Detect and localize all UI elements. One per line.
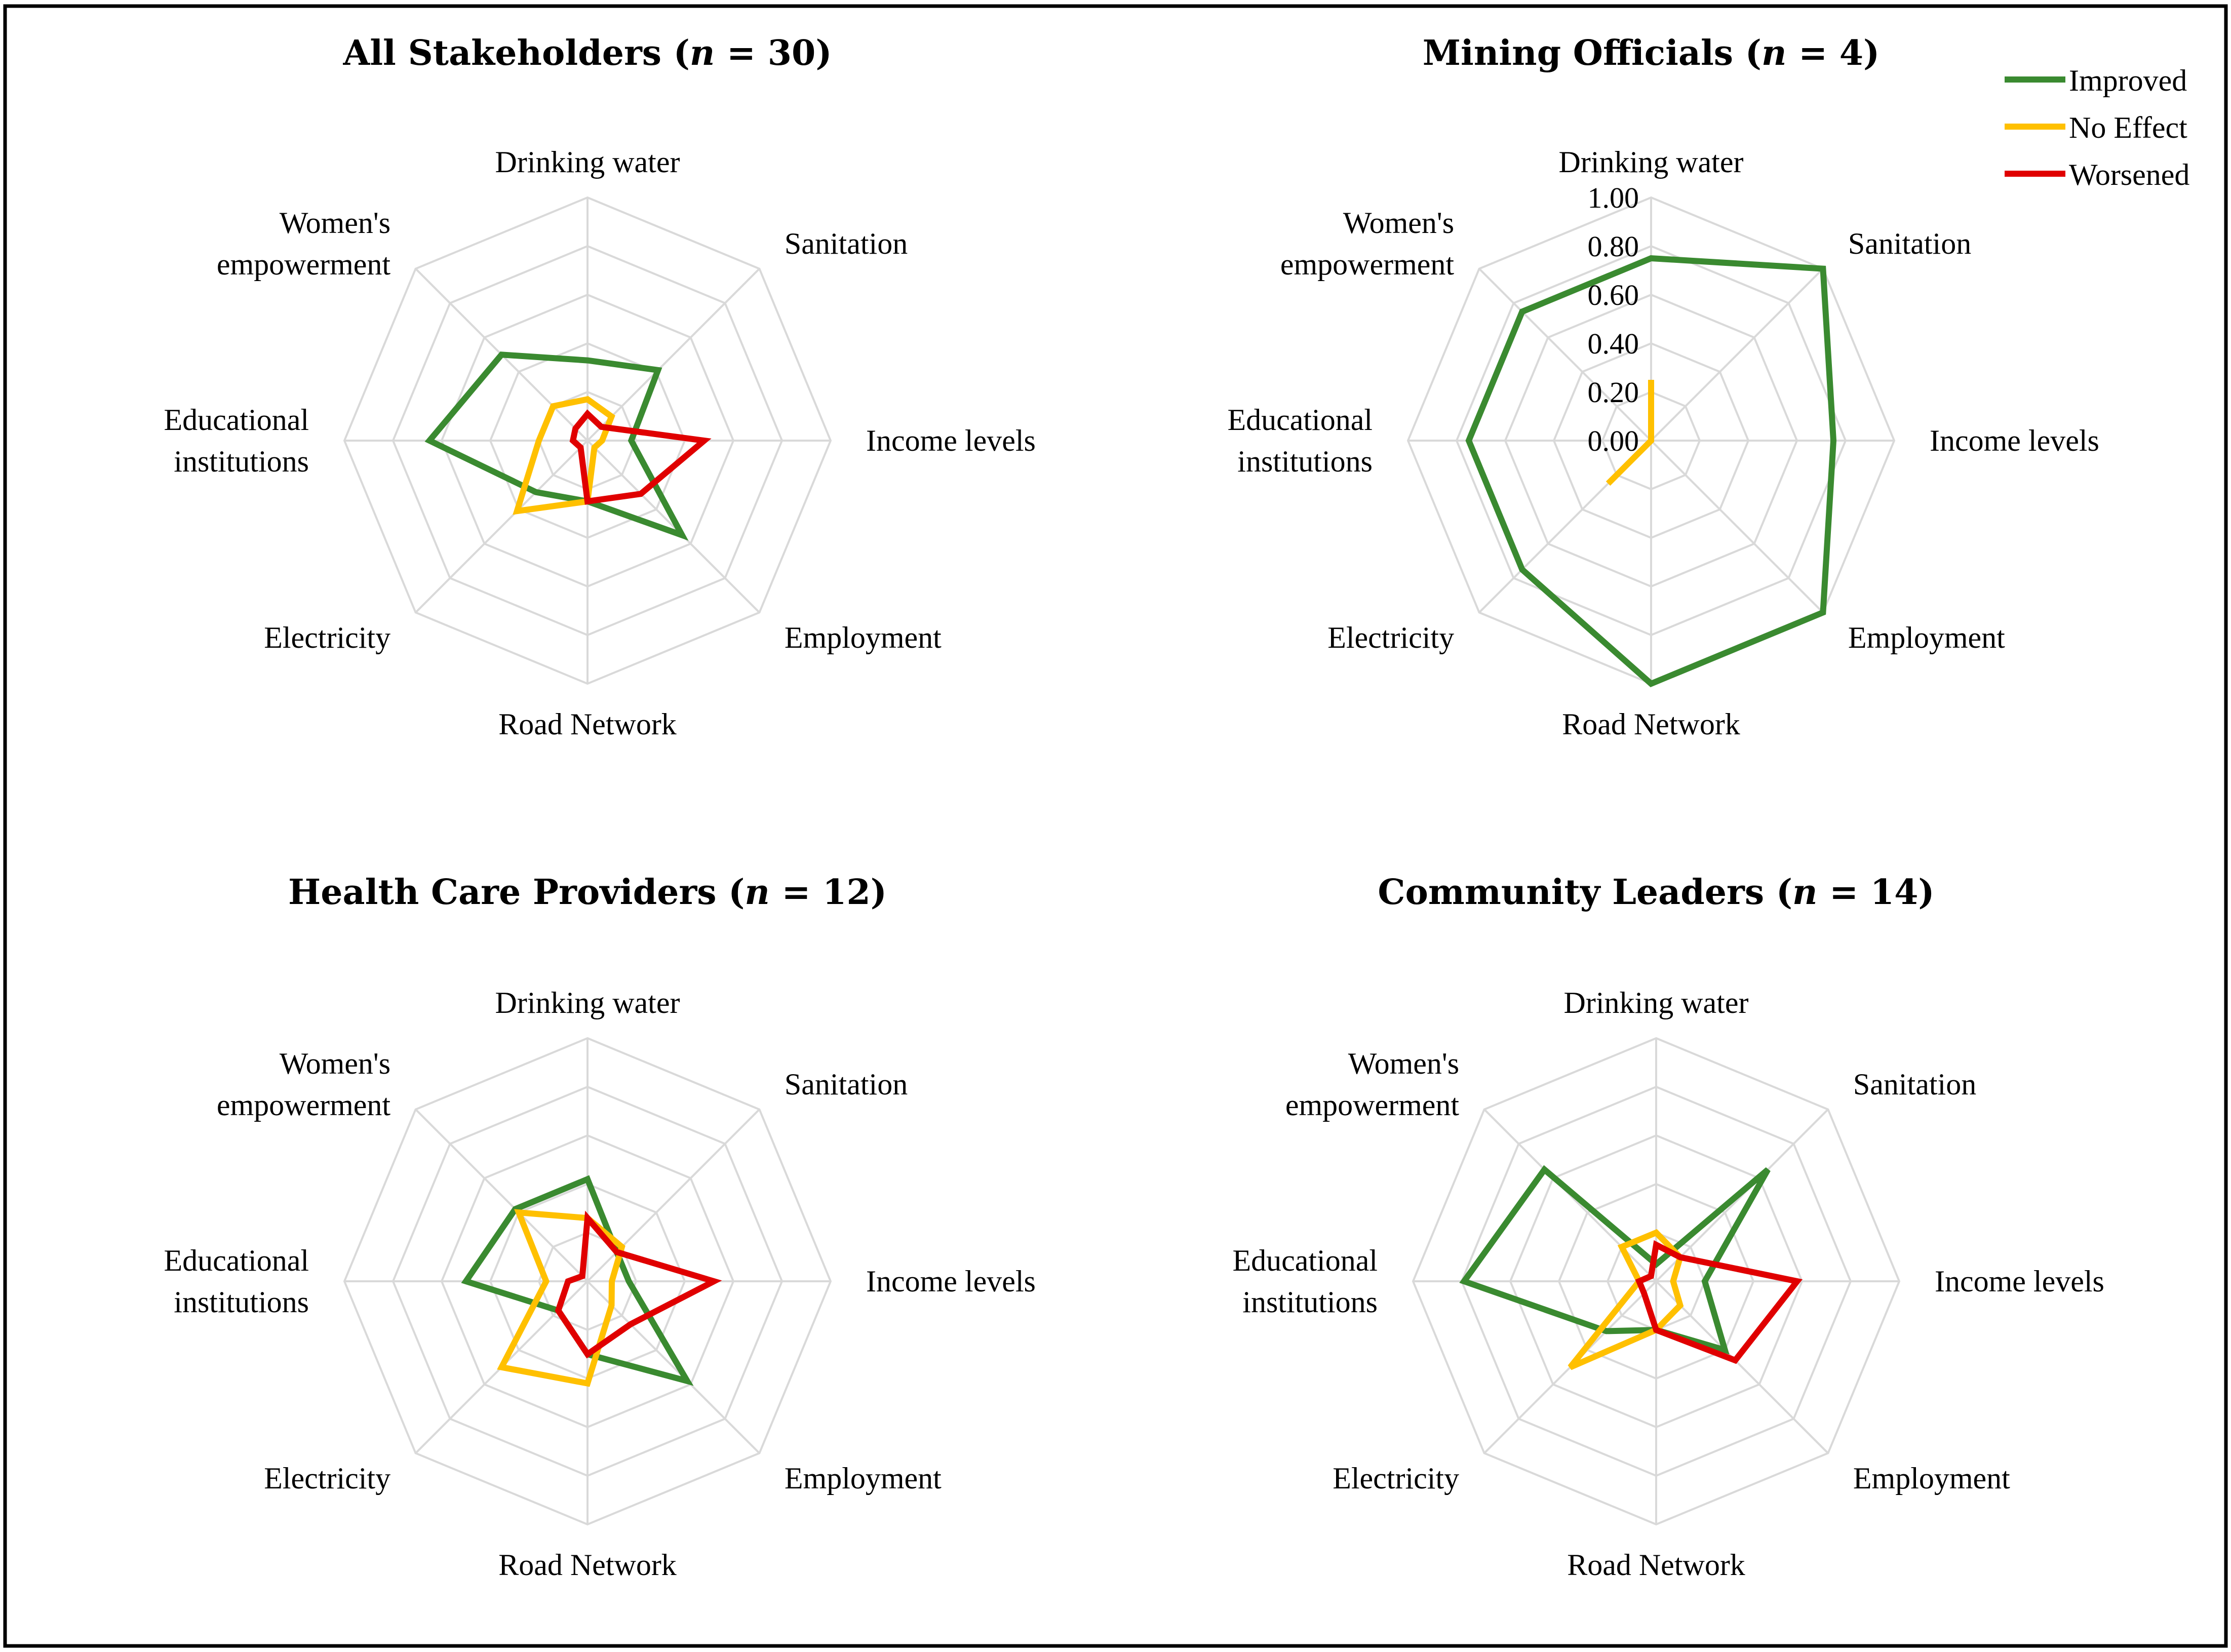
- axis-label-road-network: Road Network: [1567, 1548, 1745, 1582]
- axis-label-line: Income levels: [866, 424, 1036, 457]
- axis-label-road-network: Road Network: [1562, 707, 1740, 741]
- axis-label-line: Employment: [1853, 1462, 2010, 1495]
- axis-label-employment: Employment: [1853, 1462, 2010, 1495]
- chart-title-n-value: = 30): [715, 33, 832, 73]
- axis-label-line: Drinking water: [495, 145, 680, 179]
- axis-label-line: Road Network: [498, 1548, 677, 1582]
- axis-label-line: empowerment: [217, 1088, 391, 1122]
- axis-label-line: Sanitation: [1848, 227, 1971, 260]
- chart-title-mining-officials: Mining Officials (n = 4): [1423, 33, 1880, 73]
- axis-label-employment: Employment: [1848, 621, 2005, 654]
- axis-label-income-levels: Income levels: [866, 1265, 1036, 1298]
- axis-label-electricity: Electricity: [264, 1462, 390, 1495]
- axis-label-line: Drinking water: [1559, 145, 1744, 179]
- axis-label-line: Electricity: [264, 1462, 390, 1495]
- axis-label-income-levels: Income levels: [1930, 424, 2099, 457]
- chart-title-n-value: = 14): [1817, 872, 1934, 913]
- axis-label-electricity: Electricity: [1327, 621, 1454, 654]
- chart-title-n-value: = 12): [770, 872, 887, 913]
- axis-label-drinking-water: Drinking water: [1559, 145, 1744, 179]
- tick-label: 1.00: [1588, 181, 1639, 214]
- chart-title-n-value: = 4): [1786, 33, 1880, 73]
- axis-label-line: institutions: [174, 445, 309, 478]
- axis-label-drinking-water: Drinking water: [495, 986, 680, 1019]
- chart-title-n-symbol: n: [745, 872, 769, 913]
- axis-label-sanitation: Sanitation: [785, 227, 908, 260]
- axis-label-line: Income levels: [1935, 1265, 2104, 1298]
- legend-label-worsened: Worsened: [2069, 158, 2189, 191]
- axis-label-line: Educational: [1232, 1244, 1378, 1277]
- axis-label-employment: Employment: [785, 621, 942, 654]
- axis-label-line: Electricity: [1327, 621, 1454, 654]
- axis-label-line: Women's: [1343, 206, 1454, 240]
- chart-title-health-care-providers: Health Care Providers (n = 12): [288, 872, 887, 913]
- axis-label-line: Educational: [164, 1244, 309, 1277]
- chart-title-n-symbol: n: [1792, 872, 1817, 913]
- axis-label-employment: Employment: [785, 1462, 942, 1495]
- axis-label-line: Educational: [1227, 403, 1373, 437]
- axis-label-line: Employment: [785, 1462, 942, 1495]
- chart-title-text: Community Leaders (: [1378, 872, 1792, 913]
- axis-label-line: Road Network: [1567, 1548, 1745, 1582]
- axis-label-sanitation: Sanitation: [1853, 1068, 1976, 1101]
- axis-label-line: Women's: [280, 1047, 390, 1080]
- axis-label-line: Electricity: [264, 621, 390, 654]
- chart-title-n-symbol: n: [1762, 33, 1786, 73]
- axis-label-drinking-water: Drinking water: [495, 145, 680, 179]
- axis-label-line: Income levels: [866, 1265, 1036, 1298]
- axis-label-line: Sanitation: [785, 227, 908, 260]
- axis-label-line: Electricity: [1333, 1462, 1459, 1495]
- axis-label-income-levels: Income levels: [1935, 1265, 2104, 1298]
- tick-label: 0.00: [1588, 424, 1639, 457]
- chart-title-community-leaders: Community Leaders (n = 14): [1378, 872, 1934, 913]
- axis-label-sanitation: Sanitation: [1848, 227, 1971, 260]
- chart-title-n-symbol: n: [690, 33, 715, 73]
- axis-label-line: empowerment: [1280, 248, 1455, 281]
- axis-label-line: Employment: [1848, 621, 2005, 654]
- axis-label-line: Road Network: [1562, 707, 1740, 741]
- axis-label-line: Drinking water: [495, 986, 680, 1019]
- axis-label-line: Educational: [164, 403, 309, 437]
- axis-label-line: institutions: [1237, 445, 1373, 478]
- axis-label-sanitation: Sanitation: [785, 1068, 908, 1101]
- axis-label-line: Road Network: [498, 707, 677, 741]
- axis-label-line: institutions: [1242, 1285, 1378, 1319]
- chart-title-text: All Stakeholders (: [342, 33, 689, 73]
- tick-label: 0.20: [1588, 376, 1639, 409]
- axis-label-income-levels: Income levels: [866, 424, 1036, 457]
- axis-label-electricity: Electricity: [264, 621, 390, 654]
- legend-label-no-effect: No Effect: [2069, 111, 2187, 144]
- radar-figure: All Stakeholders (n = 30)Drinking waterS…: [0, 0, 2231, 1652]
- chart-title-text: Health Care Providers (: [288, 872, 745, 913]
- axis-label-line: institutions: [174, 1285, 309, 1319]
- axis-label-drinking-water: Drinking water: [1564, 986, 1749, 1019]
- axis-label-line: Drinking water: [1564, 986, 1749, 1019]
- chart-title-text: Mining Officials (: [1423, 33, 1762, 73]
- axis-label-line: empowerment: [1285, 1088, 1460, 1122]
- axis-label-line: Women's: [1348, 1047, 1459, 1080]
- figure: All Stakeholders (n = 30) Drinking water S…: [0, 0, 2231, 1652]
- axis-label-road-network: Road Network: [498, 707, 677, 741]
- axis-label-line: Sanitation: [785, 1068, 908, 1101]
- axis-label-electricity: Electricity: [1333, 1462, 1459, 1495]
- chart-title-all-stakeholders: All Stakeholders (n = 30): [342, 33, 832, 73]
- tick-label: 0.80: [1588, 230, 1639, 263]
- axis-label-line: Sanitation: [1853, 1068, 1976, 1101]
- axis-label-line: Income levels: [1930, 424, 2099, 457]
- legend-label-improved: Improved: [2069, 64, 2187, 97]
- axis-label-road-network: Road Network: [498, 1548, 677, 1582]
- axis-label-line: Women's: [280, 206, 390, 240]
- axis-label-line: empowerment: [217, 248, 391, 281]
- axis-label-line: Employment: [785, 621, 942, 654]
- tick-label: 0.40: [1588, 327, 1639, 360]
